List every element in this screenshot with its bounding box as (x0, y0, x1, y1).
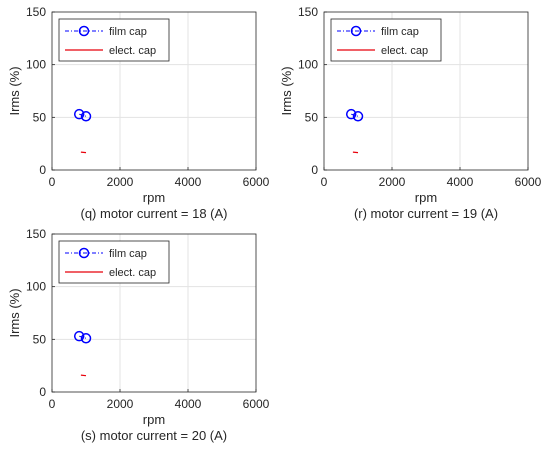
series-line-elect-cap (80, 374, 87, 377)
legend: film cap elect. cap (330, 18, 442, 62)
legend-box (330, 18, 442, 62)
x-axis-label: rpm (143, 190, 165, 205)
chart-caption: (r) motor current = 19 (A) (354, 206, 498, 221)
x-axis-label: rpm (143, 412, 165, 427)
x-tick-label: 4000 (447, 175, 474, 189)
y-axis-label: Irms (%) (279, 66, 294, 115)
legend-marker-film-cap (78, 247, 90, 259)
legend: film cap elect. cap (58, 18, 170, 62)
legend-label-film-cap: film cap (109, 26, 147, 38)
series-line-film-cap (79, 113, 87, 117)
y-tick-label: 150 (26, 227, 46, 241)
legend: film cap elect. cap (58, 240, 170, 284)
x-tick-label: 2000 (107, 175, 134, 189)
chart-panel: 0 2000 4000 6000 0 50 100 150 rpm Irms (%) (s) mot… (7, 227, 270, 443)
legend-label-elect-cap: elect. cap (381, 45, 428, 57)
series-line-film-cap (79, 335, 87, 339)
y-axis-label: Irms (%) (7, 66, 22, 115)
chart-panel: 0 2000 4000 6000 0 50 100 150 rpm Irms (%) (r) mot… (279, 5, 542, 221)
legend-label-film-cap: film cap (109, 248, 147, 260)
y-tick-label: 150 (298, 5, 318, 19)
y-tick-label: 0 (39, 385, 46, 399)
chart-caption: (q) motor current = 18 (A) (80, 206, 227, 221)
data-point-film-cap (352, 111, 364, 122)
y-tick-label: 100 (298, 58, 318, 72)
x-tick-label: 6000 (515, 175, 542, 189)
series-line-elect-cap (80, 151, 87, 154)
x-axis-label: rpm (415, 190, 437, 205)
y-tick-label: 50 (305, 110, 319, 124)
x-tick-label: 6000 (243, 397, 270, 411)
data-point-film-cap (73, 108, 85, 120)
chart-caption: (s) motor current = 20 (A) (81, 428, 227, 443)
legend-marker-film-cap (78, 25, 90, 37)
data-point-film-cap (73, 330, 85, 342)
x-tick-label: 6000 (243, 175, 270, 189)
data-point-film-cap (80, 111, 92, 122)
legend-box (58, 18, 170, 62)
y-tick-label: 0 (39, 163, 46, 177)
chart-panel: 0 2000 4000 6000 0 50 100 150 rpm Irms (%) (q) mot… (7, 5, 270, 221)
axes-box (51, 11, 257, 171)
y-axis-label: Irms (%) (7, 288, 22, 337)
y-tick-label: 50 (33, 332, 47, 346)
y-tick-label: 0 (311, 163, 318, 177)
x-tick-label: 2000 (379, 175, 406, 189)
data-point-film-cap (80, 333, 92, 344)
x-tick-label: 0 (49, 175, 56, 189)
y-tick-label: 100 (26, 280, 46, 294)
x-tick-label: 0 (321, 175, 328, 189)
y-tick-label: 150 (26, 5, 46, 19)
y-tick-label: 50 (33, 110, 47, 124)
x-tick-label: 4000 (175, 175, 202, 189)
y-tick-label: 100 (26, 58, 46, 72)
series-line-film-cap (351, 113, 359, 117)
axes-box (51, 233, 257, 393)
x-tick-label: 2000 (107, 397, 134, 411)
x-tick-label: 4000 (175, 397, 202, 411)
x-tick-label: 0 (49, 397, 56, 411)
data-point-film-cap (345, 108, 357, 120)
legend-label-elect-cap: elect. cap (109, 45, 156, 57)
legend-marker-film-cap (350, 25, 362, 37)
legend-label-film-cap: film cap (381, 26, 419, 38)
legend-label-elect-cap: elect. cap (109, 267, 156, 279)
axes-box (323, 11, 529, 171)
legend-box (58, 240, 170, 284)
series-line-elect-cap (352, 151, 359, 154)
